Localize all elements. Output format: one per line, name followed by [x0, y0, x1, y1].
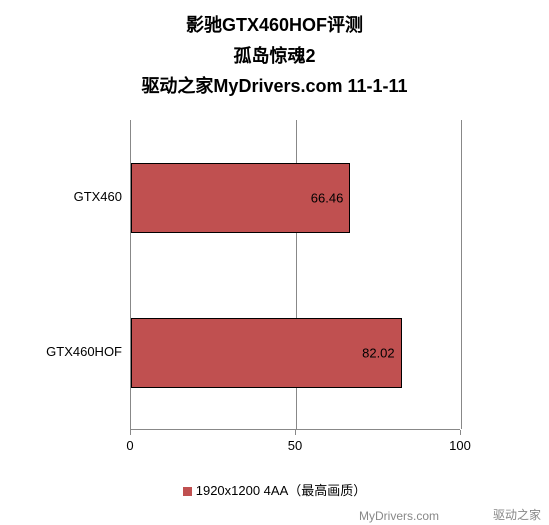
chart-title-block: 影驰GTX460HOF评测 孤岛惊魂2 驱动之家MyDrivers.com 11… [0, 0, 549, 102]
x-tick [295, 430, 296, 435]
legend-swatch [183, 487, 192, 496]
plot-area: 66.46 82.02 [130, 120, 460, 430]
x-tick-label: 50 [288, 438, 302, 453]
y-category-label: GTX460HOF [46, 344, 122, 359]
bar-value-label: 66.46 [311, 190, 344, 205]
x-tick [460, 430, 461, 435]
bar-value-label: 82.02 [362, 345, 395, 360]
gridline [461, 120, 462, 429]
legend: 1920x1200 4AA（最高画质） [0, 480, 549, 499]
bar: 66.46 [131, 163, 350, 233]
bar: 82.02 [131, 318, 402, 388]
title-line-3: 驱动之家MyDrivers.com 11-1-11 [0, 71, 549, 102]
x-tick-label: 0 [126, 438, 133, 453]
watermark: 驱动之家 [493, 506, 541, 523]
legend-label: 1920x1200 4AA（最高画质） [196, 483, 367, 498]
x-tick-label: 100 [449, 438, 471, 453]
title-line-1: 影驰GTX460HOF评测 [0, 10, 549, 41]
title-line-2: 孤岛惊魂2 [0, 41, 549, 72]
watermark: MyDrivers.com [359, 509, 439, 523]
y-category-label: GTX460 [74, 189, 122, 204]
x-tick [130, 430, 131, 435]
